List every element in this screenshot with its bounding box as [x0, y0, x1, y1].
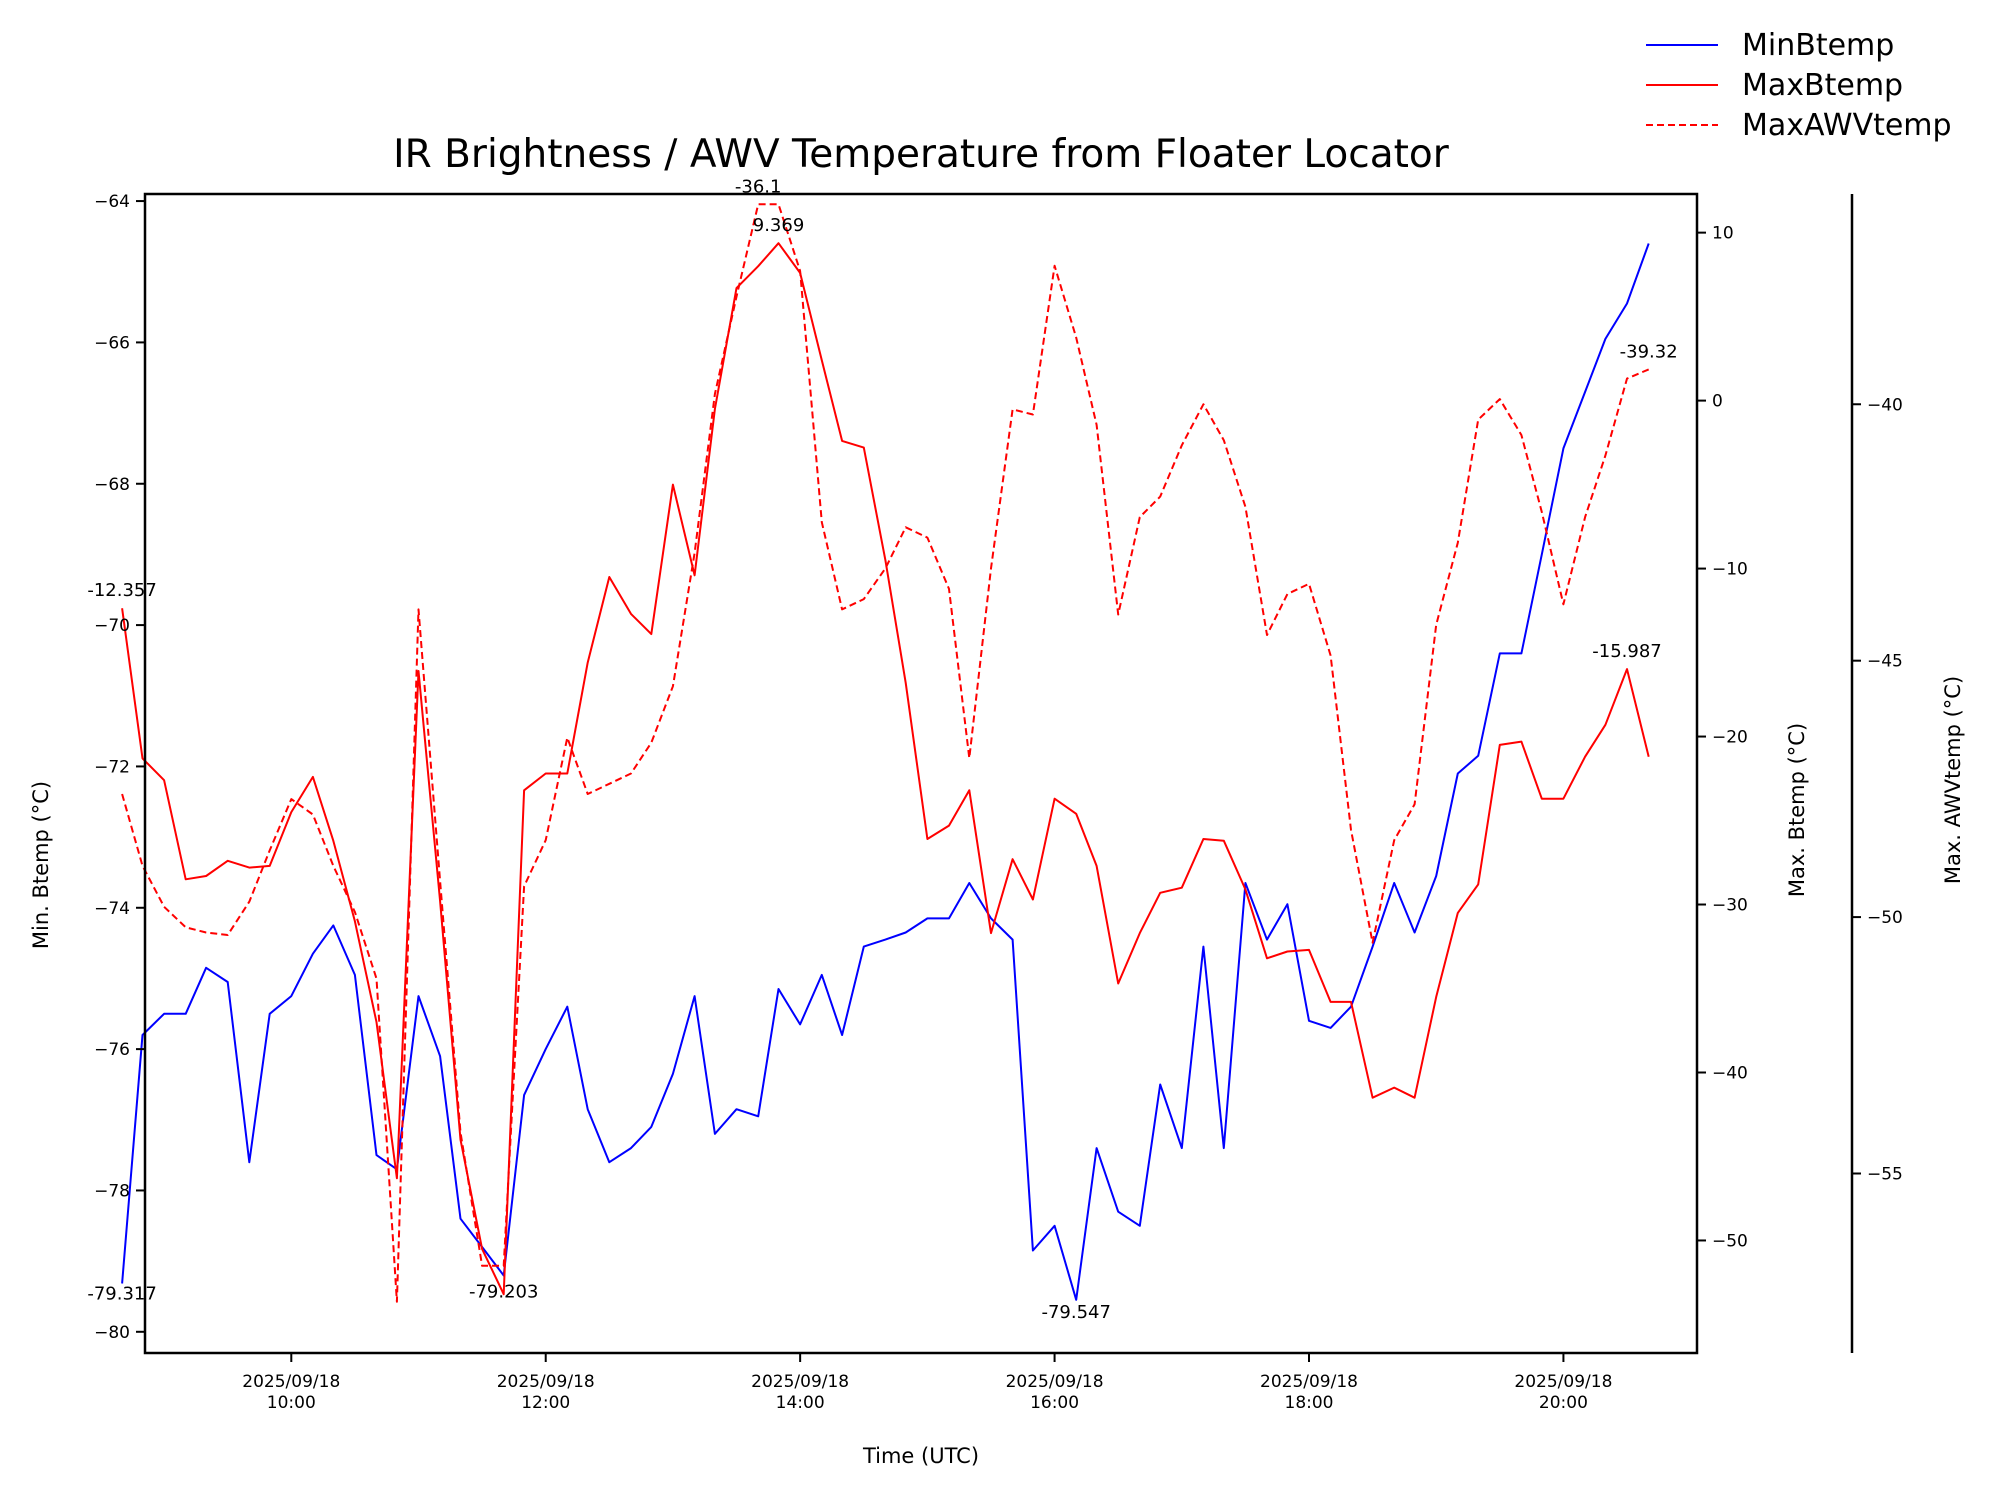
left-y-axis-title: Min. Btemp (°C)	[29, 781, 53, 949]
right-y-axis-title: Max. Btemp (°C)	[1785, 723, 1809, 897]
axis-ticks: 2025/09/1810:002025/09/1812:002025/09/18…	[94, 192, 1903, 1413]
x-tick-label: 2025/09/18	[751, 1372, 849, 1392]
x-axis-title: Time (UTC)	[862, 1444, 979, 1468]
series-lines	[121, 203, 1650, 1303]
left-y-tick-label: −74	[94, 899, 130, 919]
x-tick-label: 2025/09/18	[1006, 1372, 1104, 1392]
right-y-tick-label: 10	[1712, 224, 1734, 244]
left-y-tick-label: −80	[94, 1323, 130, 1343]
second-right-y-tick-label: −40	[1867, 395, 1903, 415]
x-tick-label: 14:00	[776, 1393, 825, 1413]
left-y-tick-label: −72	[94, 757, 130, 777]
right-y-tick-label: −10	[1712, 560, 1748, 580]
left-y-tick-label: −66	[94, 333, 130, 353]
plot-border	[143, 192, 1699, 1355]
data-label: -79.317	[87, 1284, 156, 1305]
right-y-tick-label: −50	[1712, 1231, 1748, 1251]
right-y-tick-label: −40	[1712, 1063, 1748, 1083]
left-y-tick-label: −76	[94, 1040, 130, 1060]
right-y-tick-label: −30	[1712, 896, 1748, 916]
data-label: -36.1	[735, 176, 782, 197]
x-tick-label: 2025/09/18	[497, 1372, 595, 1392]
series-line-minbtemp	[121, 243, 1650, 1301]
right-y-tick-label: −20	[1712, 728, 1748, 748]
chart-title: IR Brightness / AWV Temperature from Flo…	[393, 132, 1450, 177]
data-label: -15.987	[1592, 641, 1661, 662]
left-y-tick-label: −64	[94, 192, 130, 212]
legend-label-maxawvtemp: MaxAWVtemp	[1742, 108, 1952, 143]
second-right-y-tick-label: −45	[1867, 652, 1903, 672]
plot-frame	[143, 192, 1854, 1355]
right-y-tick-label: 0	[1712, 392, 1723, 412]
x-tick-label: 2025/09/18	[1260, 1372, 1358, 1392]
left-y-tick-label: −78	[94, 1181, 130, 1201]
second-right-y-tick-label: −55	[1867, 1165, 1903, 1185]
left-y-tick-label: −68	[94, 475, 130, 495]
x-tick-label: 18:00	[1285, 1393, 1334, 1413]
data-label: -12.357	[87, 580, 156, 601]
left-y-tick-label: −70	[94, 616, 130, 636]
data-label: 9.369	[753, 215, 805, 236]
annotations: -12.357 -79.317 -79.203 -79.547 -36.1 9.369 -3…	[87, 176, 1677, 1323]
legend-label-minbtemp: MinBtemp	[1742, 28, 1894, 63]
x-tick-label: 20:00	[1539, 1393, 1588, 1413]
data-label: -39.32	[1620, 341, 1678, 362]
x-tick-label: 2025/09/18	[242, 1372, 340, 1392]
series-line-maxawvtemp	[121, 203, 1650, 1303]
x-tick-label: 2025/09/18	[1514, 1372, 1612, 1392]
x-tick-label: 16:00	[1030, 1393, 1079, 1413]
series-line-maxbtemp	[121, 242, 1650, 1296]
second-right-y-tick-label: −50	[1867, 908, 1903, 928]
data-label: -79.203	[469, 1281, 538, 1302]
legend: MinBtemp MaxBtemp MaxAWVtemp	[1646, 28, 1952, 143]
x-tick-label: 12:00	[521, 1393, 570, 1413]
data-label: -79.547	[1041, 1302, 1110, 1323]
second-right-y-axis-title: Max. AWVtemp (°C)	[1941, 676, 1965, 884]
x-tick-label: 10:00	[267, 1393, 316, 1413]
legend-label-maxbtemp: MaxBtemp	[1742, 68, 1903, 103]
